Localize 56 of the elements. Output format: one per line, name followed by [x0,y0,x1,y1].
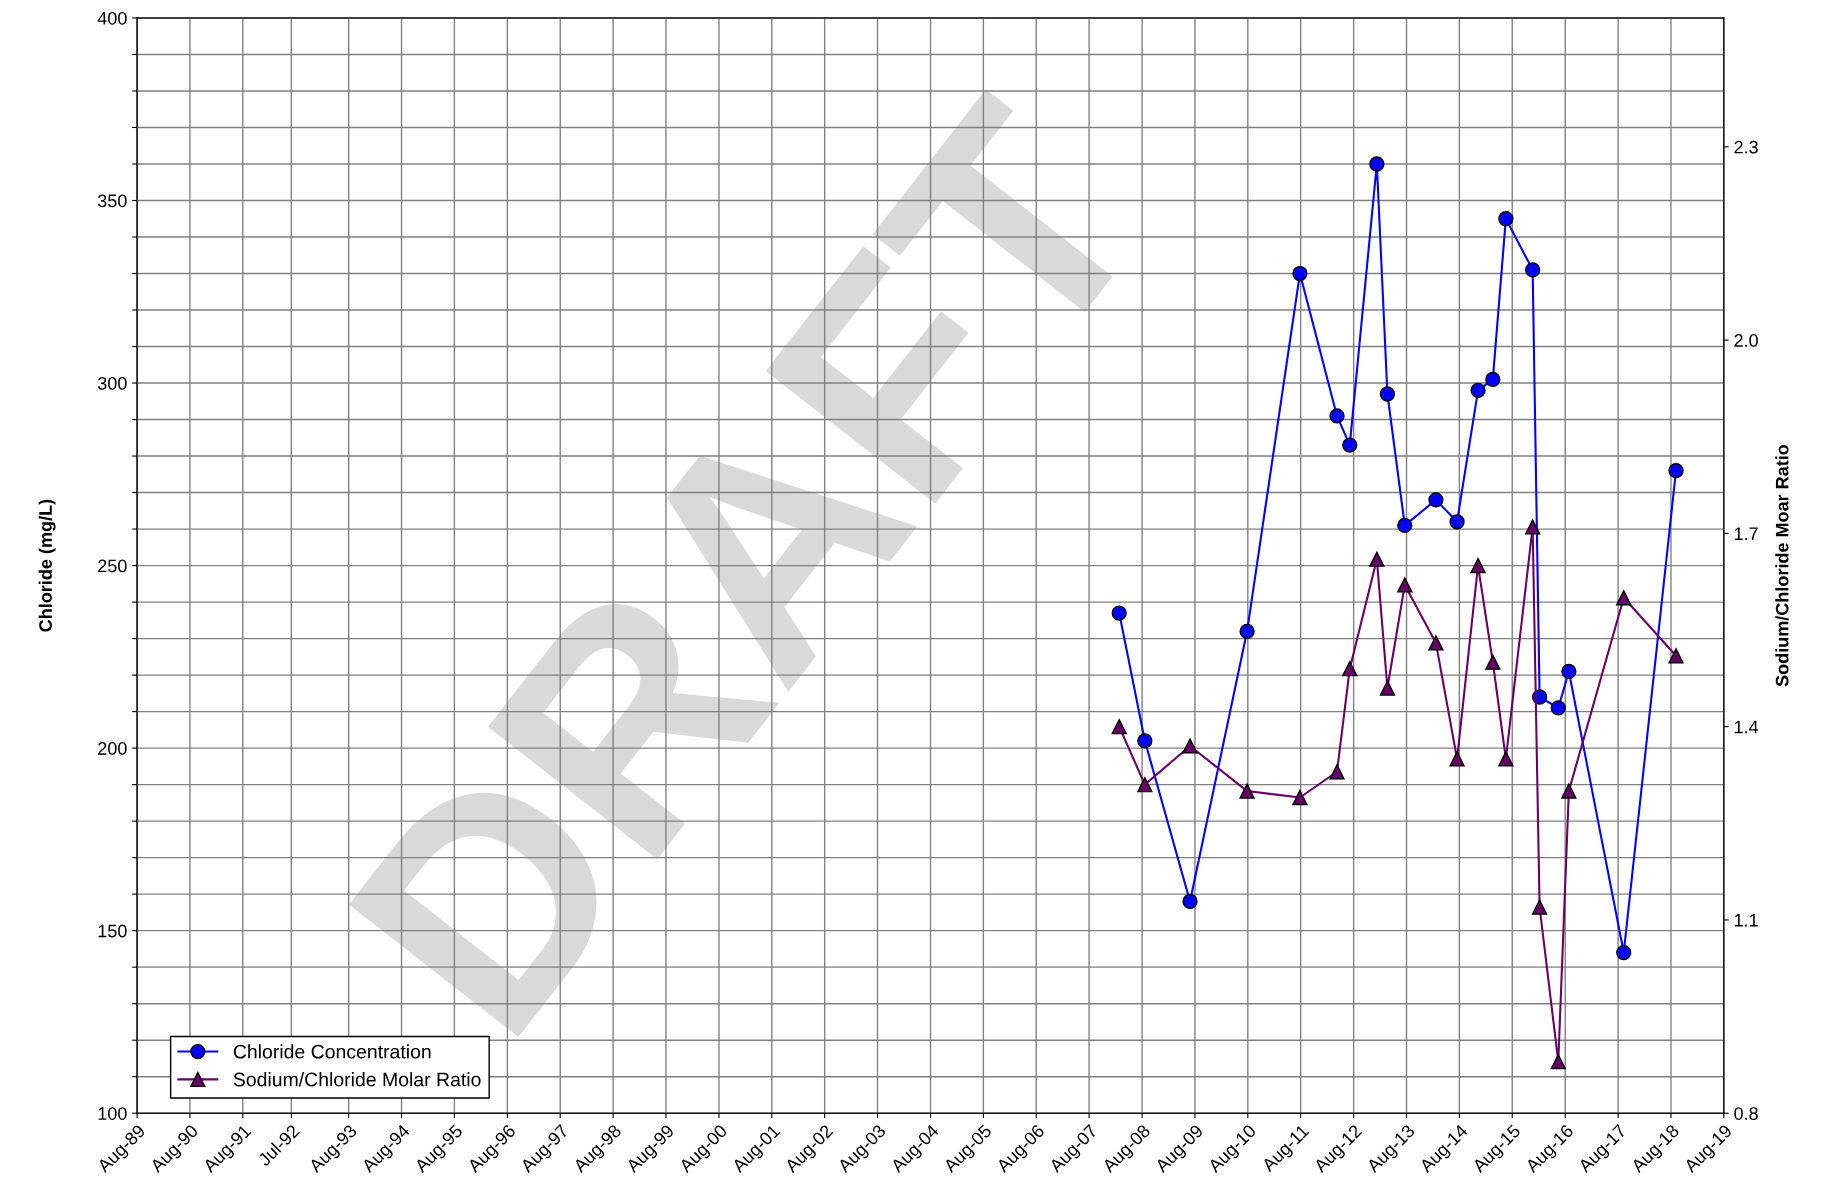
point [1470,557,1486,574]
y2-tick-label: 1.1 [1734,914,1758,927]
point [1428,635,1444,651]
point [1498,211,1514,227]
y2-tick-label: 1.4 [1734,720,1759,734]
y-tick-label: 250 [98,559,127,573]
y-tick-label: 400 [97,11,127,25]
legend-label: Sodium/Chloride Molar Ratio [233,1072,481,1087]
point [1498,751,1514,767]
point [1485,371,1501,388]
point [1379,386,1396,402]
point [1561,783,1577,799]
y2-tick-label: 0.8 [1734,1107,1758,1120]
point [1397,577,1413,593]
point [1550,1054,1566,1070]
point [1292,265,1308,282]
point [1397,517,1413,534]
point [1470,382,1486,398]
point [1329,408,1345,424]
y2-tick-label: 2.0 [1734,334,1758,347]
point [1449,514,1465,530]
point [1329,764,1345,780]
y-tick-label: 200 [98,742,127,755]
y-tick-label: 150 [98,924,127,938]
point [1531,899,1548,915]
point [1616,944,1632,961]
point [1342,661,1358,677]
point [1369,156,1385,172]
point [1485,654,1501,670]
y2-axis-title: Sodium/Chloride Moar Ratio [1775,444,1789,687]
y-tick-label: 300 [97,376,127,390]
point [1525,262,1541,278]
point [1428,492,1444,508]
y-tick-label: 350 [97,194,127,208]
point [1137,776,1153,793]
y-axis-title: Chloride (mg/L) [38,499,56,632]
point [1525,519,1541,535]
point [1182,893,1198,910]
y2-tick-label: 2.3 [1734,140,1758,154]
point [1239,623,1255,639]
point [1239,783,1255,799]
point [1182,738,1198,754]
point [1369,551,1385,567]
point [1668,463,1684,479]
point [1561,663,1577,680]
point [1550,700,1566,716]
y2-tick-label: 1.7 [1734,527,1758,540]
point [1668,648,1684,664]
legend-label: Chloride Concentration [233,1044,431,1059]
y-tick-label: 100 [98,1107,127,1120]
point [1292,789,1308,806]
point [1379,680,1396,696]
point [1616,590,1632,606]
point [1342,437,1358,453]
point [1449,751,1465,767]
point [1137,733,1153,749]
